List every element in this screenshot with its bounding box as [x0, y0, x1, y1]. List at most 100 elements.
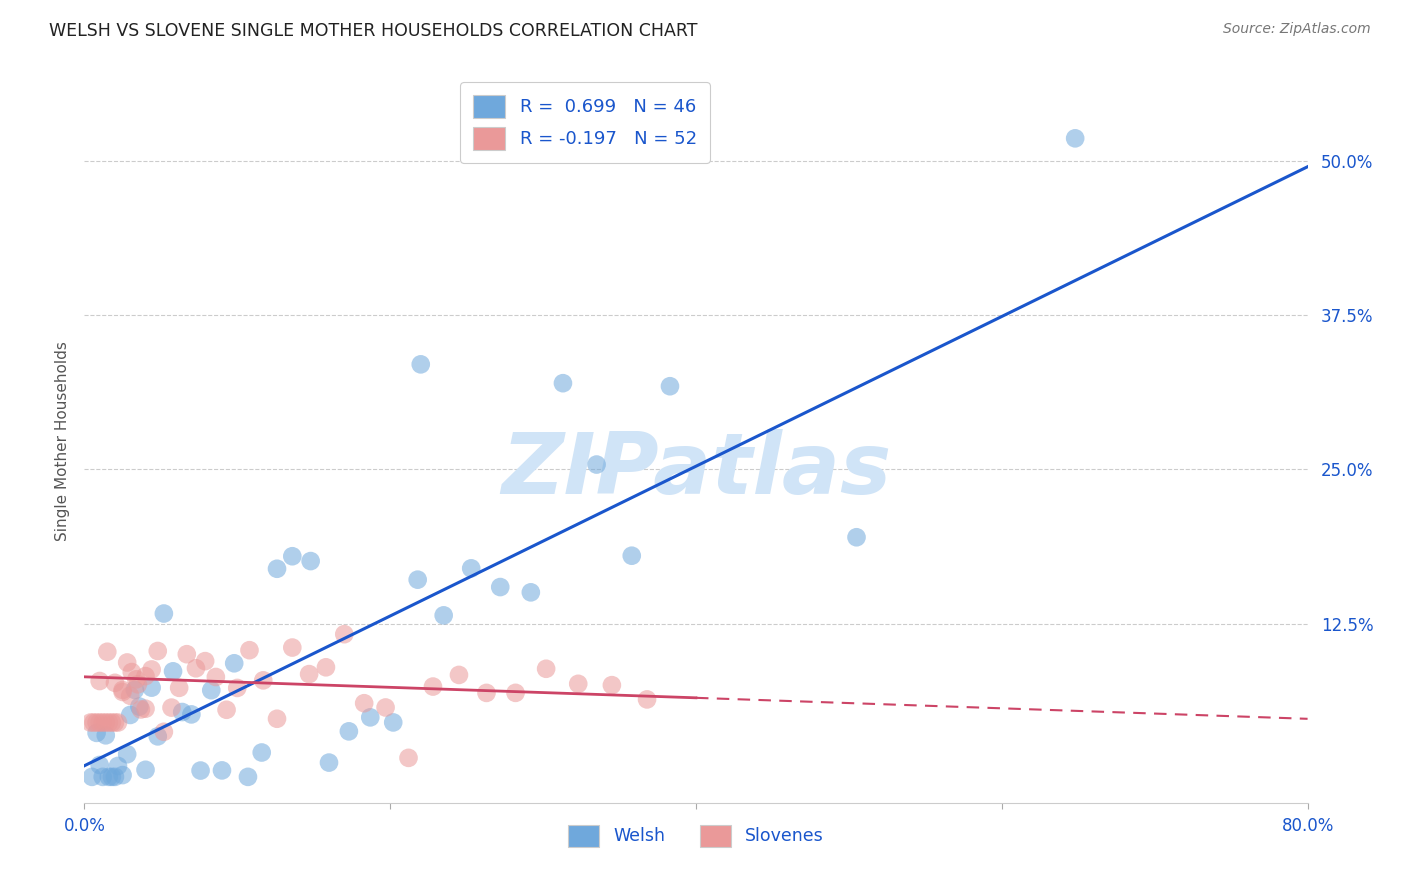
- Point: [318, 756, 340, 770]
- Point: [104, 676, 127, 690]
- Point: [224, 657, 246, 671]
- Point: [91, 715, 114, 730]
- Point: [86, 726, 108, 740]
- Point: [398, 751, 420, 765]
- Point: [129, 702, 152, 716]
- Point: [298, 667, 321, 681]
- Point: [620, 549, 643, 563]
- Point: [299, 554, 322, 568]
- Point: [266, 712, 288, 726]
- Point: [97, 715, 120, 730]
- Point: [211, 764, 233, 778]
- Point: [281, 549, 304, 564]
- Point: [135, 669, 157, 683]
- Point: [124, 682, 146, 697]
- Point: [422, 680, 444, 694]
- Point: [475, 686, 498, 700]
- Point: [79, 715, 101, 730]
- Point: [104, 715, 127, 730]
- Point: [551, 376, 574, 391]
- Point: [205, 670, 228, 684]
- Point: [409, 357, 432, 371]
- Point: [266, 562, 288, 576]
- Point: [120, 689, 142, 703]
- Point: [534, 662, 557, 676]
- Point: [86, 715, 108, 730]
- Point: [80, 770, 103, 784]
- Point: [115, 656, 138, 670]
- Point: [97, 770, 120, 784]
- Point: [96, 645, 118, 659]
- Point: [520, 585, 543, 599]
- Point: [141, 681, 163, 695]
- Point: [236, 770, 259, 784]
- Point: [238, 643, 260, 657]
- Point: [447, 668, 470, 682]
- Point: [337, 724, 360, 739]
- Point: [135, 702, 157, 716]
- Point: [146, 730, 169, 744]
- Text: Source: ZipAtlas.com: Source: ZipAtlas.com: [1223, 22, 1371, 37]
- Point: [215, 703, 238, 717]
- Point: [200, 683, 222, 698]
- Point: [125, 673, 148, 687]
- Point: [382, 715, 405, 730]
- Point: [353, 696, 375, 710]
- Point: [107, 715, 129, 730]
- Point: [460, 561, 482, 575]
- Point: [128, 699, 150, 714]
- Point: [406, 573, 429, 587]
- Point: [111, 768, 134, 782]
- Point: [190, 764, 212, 778]
- Point: [505, 686, 527, 700]
- Point: [121, 665, 143, 679]
- Point: [252, 673, 274, 688]
- Point: [315, 660, 337, 674]
- Point: [111, 685, 134, 699]
- Point: [146, 644, 169, 658]
- Point: [162, 665, 184, 679]
- Point: [226, 681, 249, 695]
- Point: [250, 746, 273, 760]
- Point: [89, 673, 111, 688]
- Point: [585, 458, 607, 472]
- Point: [659, 379, 682, 393]
- Point: [567, 677, 589, 691]
- Point: [433, 608, 456, 623]
- Point: [135, 763, 157, 777]
- Point: [194, 654, 217, 668]
- Point: [89, 758, 111, 772]
- Point: [184, 661, 207, 675]
- Point: [160, 700, 183, 714]
- Point: [1064, 131, 1087, 145]
- Point: [101, 715, 124, 730]
- Point: [91, 770, 114, 784]
- Point: [141, 663, 163, 677]
- Point: [176, 647, 198, 661]
- Point: [153, 607, 176, 621]
- Point: [489, 580, 512, 594]
- Point: [180, 707, 202, 722]
- Point: [83, 715, 105, 730]
- Point: [281, 640, 304, 655]
- Point: [845, 530, 868, 544]
- Point: [115, 747, 138, 762]
- Point: [107, 759, 129, 773]
- Point: [333, 627, 356, 641]
- Point: [94, 728, 117, 742]
- Text: WELSH VS SLOVENE SINGLE MOTHER HOUSEHOLDS CORRELATION CHART: WELSH VS SLOVENE SINGLE MOTHER HOUSEHOLD…: [49, 22, 697, 40]
- Point: [172, 705, 194, 719]
- Point: [101, 770, 124, 784]
- Point: [374, 700, 396, 714]
- Point: [636, 692, 658, 706]
- Point: [359, 710, 381, 724]
- Point: [167, 681, 190, 695]
- Point: [120, 708, 142, 723]
- Y-axis label: Single Mother Households: Single Mother Households: [55, 342, 70, 541]
- Point: [111, 683, 134, 698]
- Point: [153, 724, 176, 739]
- Legend: Welsh, Slovenes: Welsh, Slovenes: [560, 816, 832, 855]
- Text: ZIPatlas: ZIPatlas: [501, 429, 891, 512]
- Point: [104, 770, 127, 784]
- Point: [127, 677, 149, 691]
